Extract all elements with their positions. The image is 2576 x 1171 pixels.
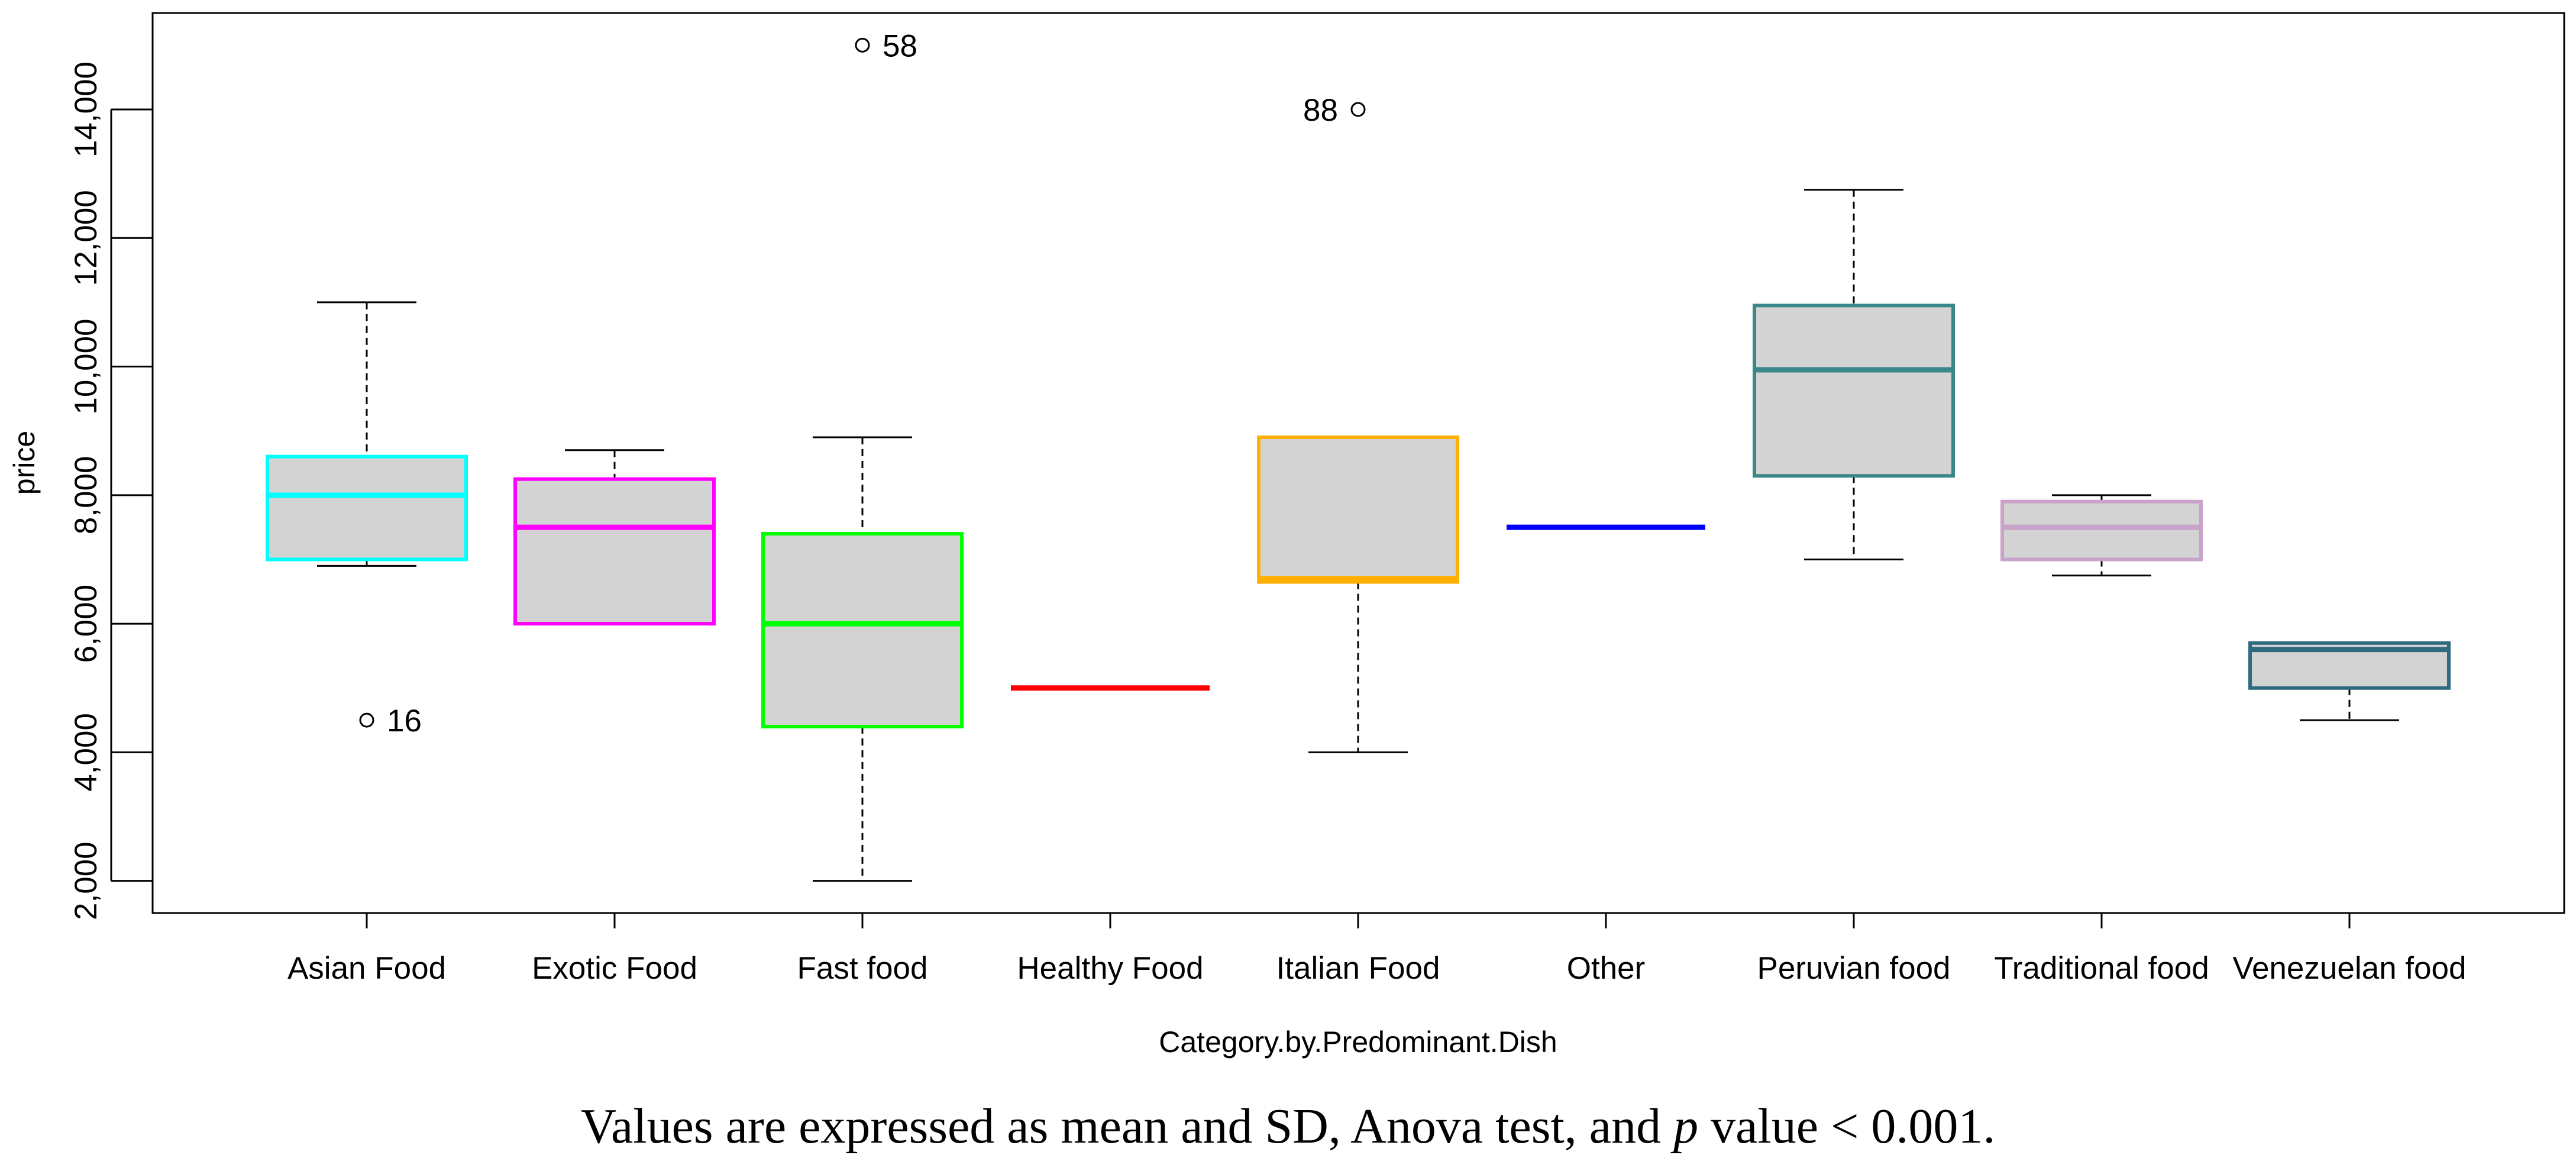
iqr-box — [2000, 499, 2203, 562]
x-axis-title: Category.by.Predominant.Dish — [1159, 1025, 1557, 1059]
boxes: 16 58 88 — [266, 28, 2451, 882]
x-tick-label: Venezuelan food — [2233, 951, 2467, 986]
outlier-label: 58 — [883, 28, 917, 63]
y-tick-label: 2,000 — [69, 841, 104, 920]
outlier-label: 88 — [1303, 93, 1338, 128]
y-axis: 2,000 4,000 6,000 8,000 10,000 12,000 14,000 — [69, 62, 153, 920]
x-tick-label: Asian Food — [287, 951, 446, 986]
iqr-box — [1753, 304, 1955, 478]
y-axis-title: price — [8, 431, 41, 495]
x-tick-label: Traditional food — [1994, 951, 2209, 986]
x-tick-label: Healthy Food — [1017, 951, 1203, 986]
outlier-point — [359, 712, 374, 728]
y-tick-label: 6,000 — [69, 585, 104, 663]
iqr-box — [761, 532, 964, 728]
caption-p-symbol: p — [1673, 1099, 1699, 1154]
iqr-box — [266, 454, 468, 562]
x-tick-label: Italian Food — [1276, 951, 1440, 986]
x-tick-label: Fast food — [797, 951, 928, 986]
x-tick-label: Peruvian food — [1757, 951, 1950, 986]
iqr-box — [1257, 436, 1459, 584]
boxplot-chart: 2,000 4,000 6,000 8,000 10,000 12,000 14,000 A… — [8, 12, 2565, 1059]
caption-text-end: value < 0.001. — [1698, 1099, 1996, 1154]
box-traditional-food — [2000, 494, 2203, 577]
iqr-box — [513, 477, 716, 626]
caption-text-start: Values are expressed as mean and SD, Ano… — [580, 1099, 1674, 1154]
figure-caption: Values are expressed as mean and SD, Ano… — [0, 1098, 2576, 1155]
box-exotic-food — [513, 449, 716, 626]
box-italian-food: 88 — [1257, 93, 1459, 753]
box-asian-food: 16 — [266, 301, 468, 738]
x-tick-label: Other — [1567, 951, 1646, 986]
y-tick-label: 14,000 — [69, 62, 104, 157]
box-peruvian-food — [1753, 189, 1955, 560]
box-venezuelan-food — [2248, 641, 2451, 721]
y-tick-label: 4,000 — [69, 713, 104, 792]
y-tick-label: 8,000 — [69, 456, 104, 535]
y-tick-label: 10,000 — [69, 318, 104, 414]
outlier-point — [1350, 102, 1366, 117]
outlier-point — [855, 37, 870, 53]
x-axis: Asian Food Exotic Food Fast food Healthy Fo… — [287, 913, 2467, 986]
outlier-label: 16 — [387, 704, 422, 738]
y-tick-label: 12,000 — [69, 190, 104, 286]
box-fast-food: 58 — [761, 28, 964, 882]
x-tick-label: Exotic Food — [532, 951, 697, 986]
